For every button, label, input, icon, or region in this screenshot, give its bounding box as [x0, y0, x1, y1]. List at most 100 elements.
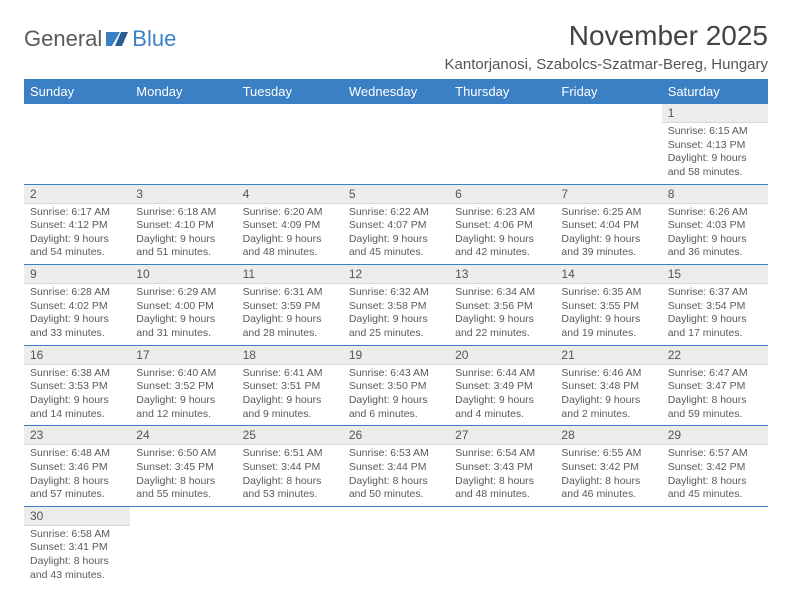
daylight-text-2: and 45 minutes. [668, 488, 762, 502]
sunrise-text: Sunrise: 6:51 AM [243, 447, 337, 461]
day-details: Sunrise: 6:20 AMSunset: 4:09 PMDaylight:… [237, 204, 343, 265]
sunrise-text: Sunrise: 6:22 AM [349, 206, 443, 220]
week-body-row: Sunrise: 6:15 AMSunset: 4:13 PMDaylight:… [24, 123, 768, 184]
day-number-cell: 4 [237, 184, 343, 204]
sunset-text: Sunset: 3:59 PM [243, 300, 337, 314]
sunrise-text: Sunrise: 6:37 AM [668, 286, 762, 300]
daylight-text-2: and 25 minutes. [349, 327, 443, 341]
day-body-cell [24, 123, 130, 184]
day-body-cell: Sunrise: 6:29 AMSunset: 4:00 PMDaylight:… [130, 284, 236, 345]
day-body-cell: Sunrise: 6:31 AMSunset: 3:59 PMDaylight:… [237, 284, 343, 345]
day-details: Sunrise: 6:38 AMSunset: 3:53 PMDaylight:… [24, 365, 130, 426]
day-number: 9 [24, 265, 130, 284]
day-details: Sunrise: 6:50 AMSunset: 3:45 PMDaylight:… [130, 445, 236, 506]
daylight-text-1: Daylight: 9 hours [243, 233, 337, 247]
sunrise-text: Sunrise: 6:43 AM [349, 367, 443, 381]
daylight-text-1: Daylight: 9 hours [30, 394, 124, 408]
daylight-text-2: and 33 minutes. [30, 327, 124, 341]
daylight-text-1: Daylight: 9 hours [349, 233, 443, 247]
day-body-cell [662, 526, 768, 587]
day-details: Sunrise: 6:22 AMSunset: 4:07 PMDaylight:… [343, 204, 449, 265]
sunset-text: Sunset: 4:00 PM [136, 300, 230, 314]
daylight-text-2: and 48 minutes. [243, 246, 337, 260]
daylight-text-1: Daylight: 9 hours [455, 313, 549, 327]
sunrise-text: Sunrise: 6:15 AM [668, 125, 762, 139]
day-number-cell: 5 [343, 184, 449, 204]
day-number-cell [24, 104, 130, 123]
day-number-cell: 24 [130, 426, 236, 446]
day-details: Sunrise: 6:57 AMSunset: 3:42 PMDaylight:… [662, 445, 768, 506]
daylight-text-2: and 42 minutes. [455, 246, 549, 260]
day-number: 24 [130, 426, 236, 445]
sunset-text: Sunset: 3:46 PM [30, 461, 124, 475]
weekday-header: Sunday [24, 79, 130, 104]
day-number-cell: 8 [662, 184, 768, 204]
day-number-cell: 29 [662, 426, 768, 446]
day-details: Sunrise: 6:35 AMSunset: 3:55 PMDaylight:… [555, 284, 661, 345]
sunset-text: Sunset: 4:07 PM [349, 219, 443, 233]
day-number: 17 [130, 346, 236, 365]
daylight-text-2: and 50 minutes. [349, 488, 443, 502]
week-number-row: 2345678 [24, 184, 768, 204]
day-body-cell: Sunrise: 6:58 AMSunset: 3:41 PMDaylight:… [24, 526, 130, 587]
week-number-row: 30 [24, 506, 768, 526]
day-body-cell: Sunrise: 6:51 AMSunset: 3:44 PMDaylight:… [237, 445, 343, 506]
sunrise-text: Sunrise: 6:48 AM [30, 447, 124, 461]
logo-text-general: General [24, 26, 102, 52]
sunset-text: Sunset: 3:42 PM [668, 461, 762, 475]
day-body-cell [237, 526, 343, 587]
sunrise-text: Sunrise: 6:58 AM [30, 528, 124, 542]
day-body-cell: Sunrise: 6:26 AMSunset: 4:03 PMDaylight:… [662, 204, 768, 265]
sunrise-text: Sunrise: 6:38 AM [30, 367, 124, 381]
day-number-cell [237, 506, 343, 526]
day-number: 23 [24, 426, 130, 445]
sunset-text: Sunset: 3:53 PM [30, 380, 124, 394]
day-details: Sunrise: 6:32 AMSunset: 3:58 PMDaylight:… [343, 284, 449, 345]
day-number-cell: 14 [555, 265, 661, 285]
daylight-text-2: and 17 minutes. [668, 327, 762, 341]
day-body-cell: Sunrise: 6:35 AMSunset: 3:55 PMDaylight:… [555, 284, 661, 345]
day-number: 1 [662, 104, 768, 123]
day-number-cell: 13 [449, 265, 555, 285]
week-body-row: Sunrise: 6:48 AMSunset: 3:46 PM Daylight:… [24, 445, 768, 506]
daylight-text-1: Daylight: 9 hours [668, 313, 762, 327]
sunrise-text: Sunrise: 6:31 AM [243, 286, 337, 300]
weekday-header: Tuesday [237, 79, 343, 104]
day-number-cell [237, 104, 343, 123]
day-body-cell: Sunrise: 6:57 AMSunset: 3:42 PMDaylight:… [662, 445, 768, 506]
sunset-text: Sunset: 3:45 PM [136, 461, 230, 475]
day-body-cell: Sunrise: 6:44 AMSunset: 3:49 PMDaylight:… [449, 365, 555, 426]
day-number: 30 [24, 507, 130, 526]
sunrise-text: Sunrise: 6:47 AM [668, 367, 762, 381]
daylight-text-2: and 45 minutes. [349, 246, 443, 260]
day-details: Sunrise: 6:25 AMSunset: 4:04 PMDaylight:… [555, 204, 661, 265]
day-body-cell: Sunrise: 6:15 AMSunset: 4:13 PMDaylight:… [662, 123, 768, 184]
day-number-cell: 16 [24, 345, 130, 365]
day-body-cell: Sunrise: 6:38 AMSunset: 3:53 PMDaylight:… [24, 365, 130, 426]
day-body-cell: Sunrise: 6:47 AMSunset: 3:47 PMDaylight:… [662, 365, 768, 426]
day-number-cell: 6 [449, 184, 555, 204]
daylight-text-1: Daylight: 8 hours [455, 475, 549, 489]
day-number-cell: 17 [130, 345, 236, 365]
day-body-cell: Sunrise: 6:34 AMSunset: 3:56 PMDaylight:… [449, 284, 555, 345]
day-number-cell: 18 [237, 345, 343, 365]
month-title: November 2025 [445, 20, 768, 52]
weekday-header: Monday [130, 79, 236, 104]
day-details: Sunrise: 6:29 AMSunset: 4:00 PMDaylight:… [130, 284, 236, 345]
logo: General Blue [24, 20, 176, 52]
day-body-cell: Sunrise: 6:53 AMSunset: 3:44 PMDaylight:… [343, 445, 449, 506]
daylight-text-1: Daylight: 9 hours [30, 233, 124, 247]
day-number: 3 [130, 185, 236, 204]
day-number: 20 [449, 346, 555, 365]
sunrise-text: Sunrise: 6:35 AM [561, 286, 655, 300]
day-body-cell: Sunrise: 6:18 AMSunset: 4:10 PMDaylight:… [130, 204, 236, 265]
day-number: 16 [24, 346, 130, 365]
daylight-text-1: Daylight: 9 hours [30, 313, 124, 327]
daylight-text-1: Daylight: 9 hours [455, 233, 549, 247]
day-body-cell: Sunrise: 6:20 AMSunset: 4:09 PMDaylight:… [237, 204, 343, 265]
daylight-text-1: Daylight: 9 hours [243, 313, 337, 327]
daylight-text-1: Daylight: 9 hours [136, 394, 230, 408]
day-number: 8 [662, 185, 768, 204]
day-number: 11 [237, 265, 343, 284]
sunset-text: Sunset: 4:10 PM [136, 219, 230, 233]
